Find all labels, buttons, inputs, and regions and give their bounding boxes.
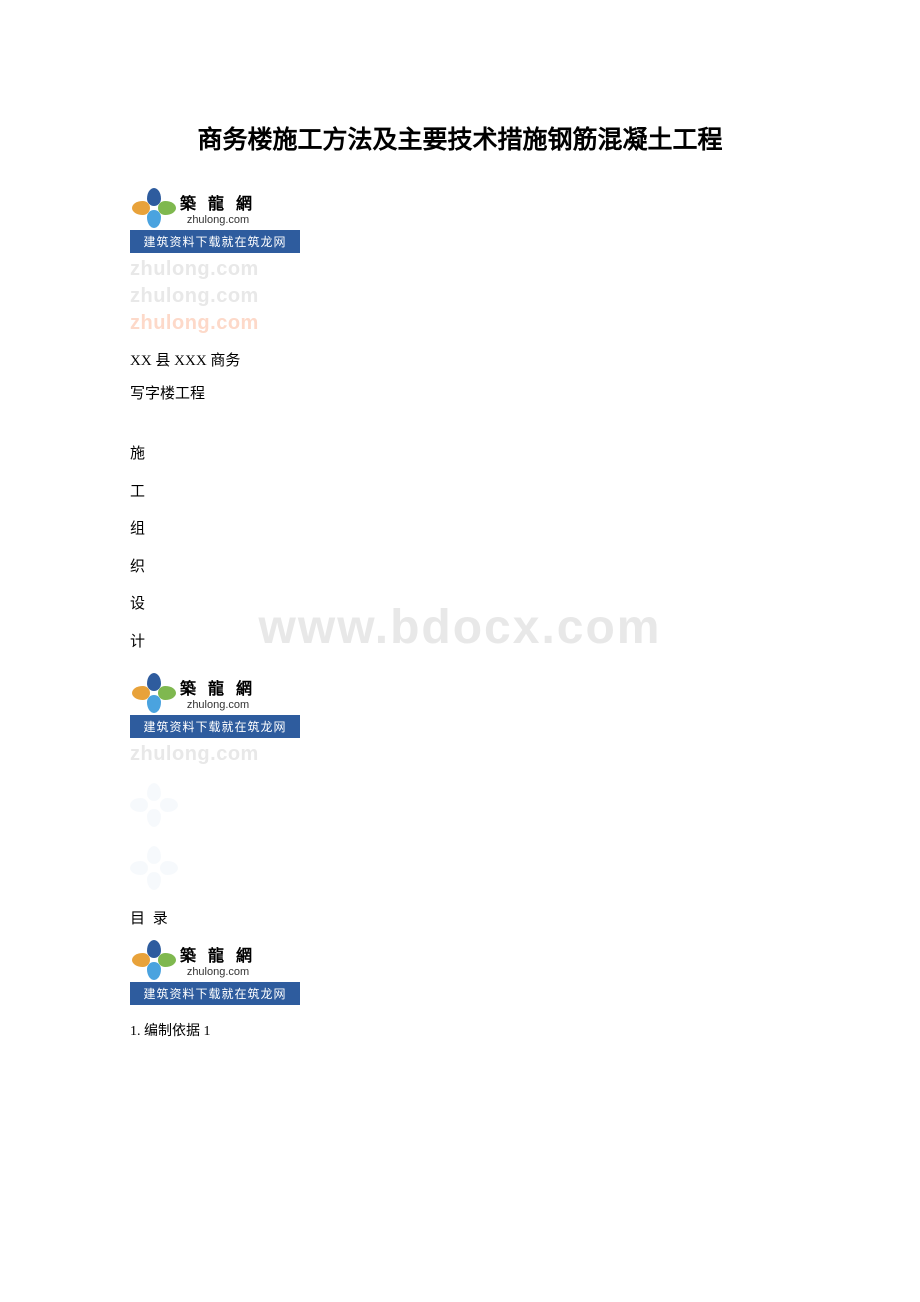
toc-item: 1. 编制依据 1: [130, 1020, 790, 1040]
logo-banner: 建筑资料下载就在筑龙网: [130, 230, 300, 253]
vchar: 计: [130, 624, 790, 662]
project-line1: XX 县 XXX 商务: [130, 345, 790, 378]
vertical-title: 施 工 组 织 设 计: [130, 436, 790, 661]
logo-en-text: zhulong.com: [187, 699, 249, 711]
logo-cn-text: 築 龍 網: [180, 190, 256, 214]
watermark-line: zhulong.com: [130, 258, 790, 281]
project-line2: 写字楼工程: [130, 378, 790, 411]
toc-title: 目 录: [130, 907, 790, 928]
logo-cn-text: 築 龍 網: [180, 942, 256, 966]
zhulong-flower-icon: [136, 190, 172, 226]
vchar: 设: [130, 586, 790, 624]
logo-en-text: zhulong.com: [187, 966, 249, 978]
logo-banner: 建筑资料下载就在筑龙网: [130, 715, 300, 738]
project-name: XX 县 XXX 商务 写字楼工程: [130, 345, 790, 411]
zhulong-logo-block: 築 龍 網 zhulong.com 建筑资料下载就在筑龙网: [130, 671, 300, 738]
watermark-line: zhulong.com: [130, 285, 790, 308]
zhulong-flower-icon: [136, 675, 172, 711]
zhulong-flower-icon: [136, 942, 172, 978]
watermark-line: zhulong.com: [130, 743, 790, 766]
vchar: 织: [130, 549, 790, 587]
logo-en-text: zhulong.com: [187, 214, 249, 226]
watermark-line: zhulong.com: [130, 312, 790, 335]
logo-banner: 建筑资料下载就在筑龙网: [130, 982, 300, 1005]
logo-cn-text: 築 龍 網: [180, 675, 256, 699]
zhulong-logo-block: 築 龍 網 zhulong.com 建筑资料下载就在筑龙网: [130, 938, 300, 1005]
vchar: 工: [130, 474, 790, 512]
document-title: 商务楼施工方法及主要技术措施钢筋混凝土工程: [130, 120, 790, 156]
faded-flower-icon: [130, 844, 178, 892]
faded-flower-icon: [130, 781, 178, 829]
zhulong-logo-block: 築 龍 網 zhulong.com 建筑资料下载就在筑龙网: [130, 186, 300, 253]
vchar: 施: [130, 436, 790, 474]
vchar: 组: [130, 511, 790, 549]
